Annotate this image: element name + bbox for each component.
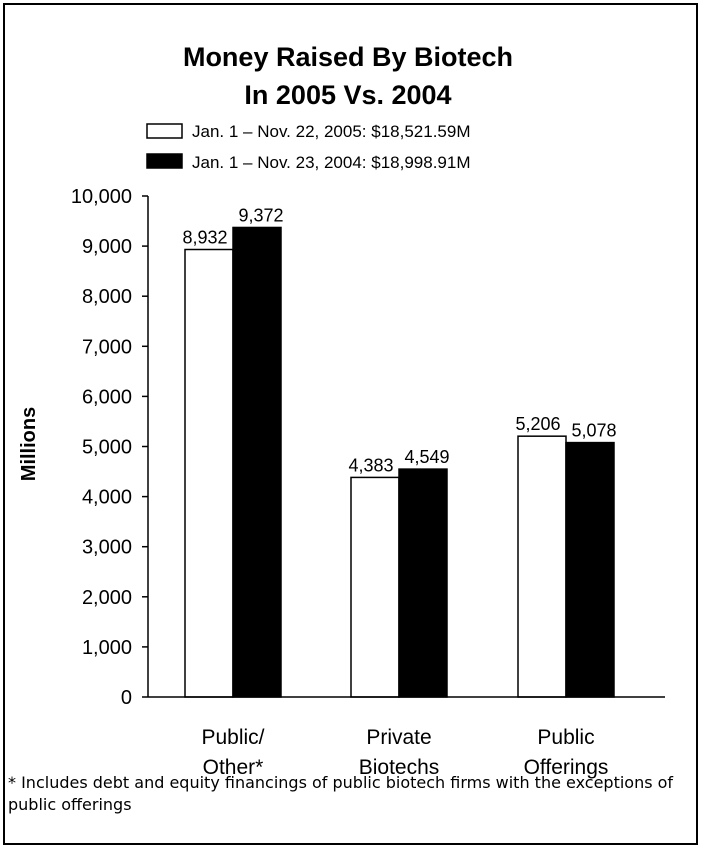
x-tick-label: Private — [366, 726, 431, 749]
y-tick-label: 10,000 — [71, 186, 132, 208]
footnote: * Includes debt and equity financings of… — [8, 773, 674, 814]
y-tick-label: 0 — [121, 687, 132, 709]
legend-label-2004: Jan. 1 – Nov. 23, 2004: $18,998.91M — [192, 153, 471, 172]
chart-title-line-1: Money Raised By Biotech — [183, 42, 513, 72]
bar — [350, 476, 400, 698]
y-tick-label: 8,000 — [82, 286, 132, 308]
legend-swatch-2005 — [146, 123, 183, 139]
y-tick-label: 6,000 — [82, 386, 132, 408]
bar-value-labels: 8,932 9,372 4,383 4,549 5,206 5,078 — [182, 205, 616, 475]
bar-value-label: 5,206 — [515, 414, 560, 434]
y-tick-label: 3,000 — [82, 537, 132, 559]
bar-value-label: 4,383 — [348, 455, 393, 475]
x-tick-label: Other* — [203, 756, 264, 779]
legend-label-2005: Jan. 1 – Nov. 22, 2005: $18,521.59M — [192, 122, 471, 141]
bar-value-label: 5,078 — [571, 421, 616, 441]
bar-value-label: 8,932 — [182, 228, 227, 248]
bar — [232, 226, 282, 698]
bar — [565, 441, 615, 698]
legend-swatch-2004 — [146, 153, 183, 169]
chart-title-line-2: In 2005 Vs. 2004 — [244, 80, 451, 110]
y-tick-label: 5,000 — [82, 437, 132, 459]
y-axis-ticks: 0 1,000 2,000 3,000 4,000 5,000 6,000 7,000 8,00… — [71, 186, 148, 709]
bar-value-label: 9,372 — [238, 205, 283, 225]
x-tick-label: Offerings — [524, 756, 609, 779]
bar — [184, 248, 234, 698]
y-tick-label: 7,000 — [82, 336, 132, 358]
x-tick-label: Public — [537, 726, 594, 749]
bars — [184, 226, 615, 698]
legend: Jan. 1 – Nov. 22, 2005: $18,521.59M Jan.… — [146, 122, 471, 172]
x-tick-label: Public/ — [201, 726, 264, 749]
y-axis-label: Millions — [18, 407, 40, 481]
x-axis-labels: Public/Other* Private Biotechs Public Offeri… — [201, 726, 608, 779]
y-tick-label: 4,000 — [82, 487, 132, 509]
y-tick-label: 1,000 — [82, 637, 132, 659]
bar — [398, 468, 448, 698]
bar — [517, 435, 567, 698]
y-tick-label: 2,000 — [82, 587, 132, 609]
y-tick-label: 9,000 — [82, 236, 132, 258]
x-tick-label: Biotechs — [359, 756, 440, 779]
bar-value-label: 4,549 — [404, 447, 449, 467]
chart-frame — [3, 3, 698, 845]
